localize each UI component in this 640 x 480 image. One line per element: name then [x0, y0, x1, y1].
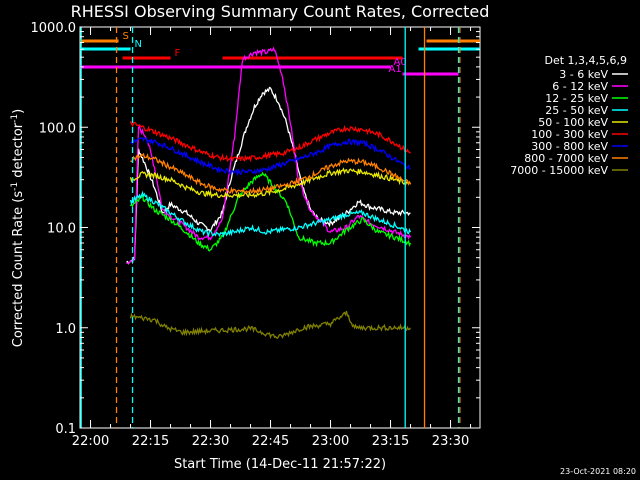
- flag-label: F: [175, 48, 181, 59]
- chart-title: RHESSI Observing Summary Count Rates, Co…: [71, 2, 490, 21]
- legend-entry-label: 6 - 12 keV: [552, 80, 608, 93]
- legend-entry-label: 300 - 800 keV: [531, 140, 608, 153]
- legend-entry-label: 7000 - 15000 keV: [510, 164, 608, 177]
- series-line: [129, 310, 412, 340]
- series-line: [129, 167, 412, 199]
- series-line: [129, 171, 412, 252]
- flag-label: A0: [394, 57, 407, 68]
- x-tick-label: 22:00: [72, 434, 109, 449]
- y-tick-label: 10.0: [47, 222, 76, 237]
- legend-title: Det 1,3,4,5,6,9: [544, 54, 627, 67]
- legend-entry-label: 50 - 100 keV: [538, 116, 608, 129]
- y-tick-label: 0.1: [55, 422, 76, 437]
- x-tick-label: 22:45: [252, 434, 289, 449]
- series-line: [126, 86, 411, 265]
- generated-timestamp: 23-Oct-2021 08:20: [560, 467, 636, 476]
- y-tick-label: 1000.0: [31, 21, 77, 36]
- series-line: [129, 190, 412, 238]
- flag-label: S: [123, 31, 129, 42]
- x-tick-label: 23:30: [432, 434, 469, 449]
- series-line: [130, 152, 412, 195]
- y-tick-label: 1.0: [55, 322, 76, 337]
- x-tick-label: 23:15: [372, 434, 409, 449]
- legend-entry-label: 3 - 6 keV: [559, 68, 608, 81]
- flag-label: N: [135, 39, 142, 50]
- x-axis-label: Start Time (14-Dec-11 21:57:22): [174, 457, 386, 472]
- y-axis-ticks: 0.1 1.0 10.0 100.0 1000.0: [31, 21, 480, 437]
- x-tick-label: 22:15: [132, 434, 169, 449]
- y-axis-label: Corrected Count Rate (s-1 detector-1): [10, 109, 26, 347]
- x-tick-label: 23:00: [312, 434, 349, 449]
- x-axis-ticks: 22:00 22:15 22:30 22:45 23:00 23:15 23:30: [72, 27, 472, 449]
- legend-entry-label: 100 - 300 keV: [531, 128, 608, 141]
- legend-entry-label: 800 - 7000 keV: [524, 152, 608, 165]
- legend-entry-label: 12 - 25 keV: [545, 92, 608, 105]
- flag-label: A1: [389, 64, 402, 75]
- series-line: [130, 137, 411, 177]
- series-line: [129, 120, 411, 163]
- x-tick-label: 22:30: [192, 434, 229, 449]
- time-markers: [80, 27, 461, 428]
- series-lines: [126, 46, 412, 340]
- y-tick-label: 100.0: [39, 121, 76, 136]
- legend-entry-label: 25 - 50 keV: [545, 104, 608, 117]
